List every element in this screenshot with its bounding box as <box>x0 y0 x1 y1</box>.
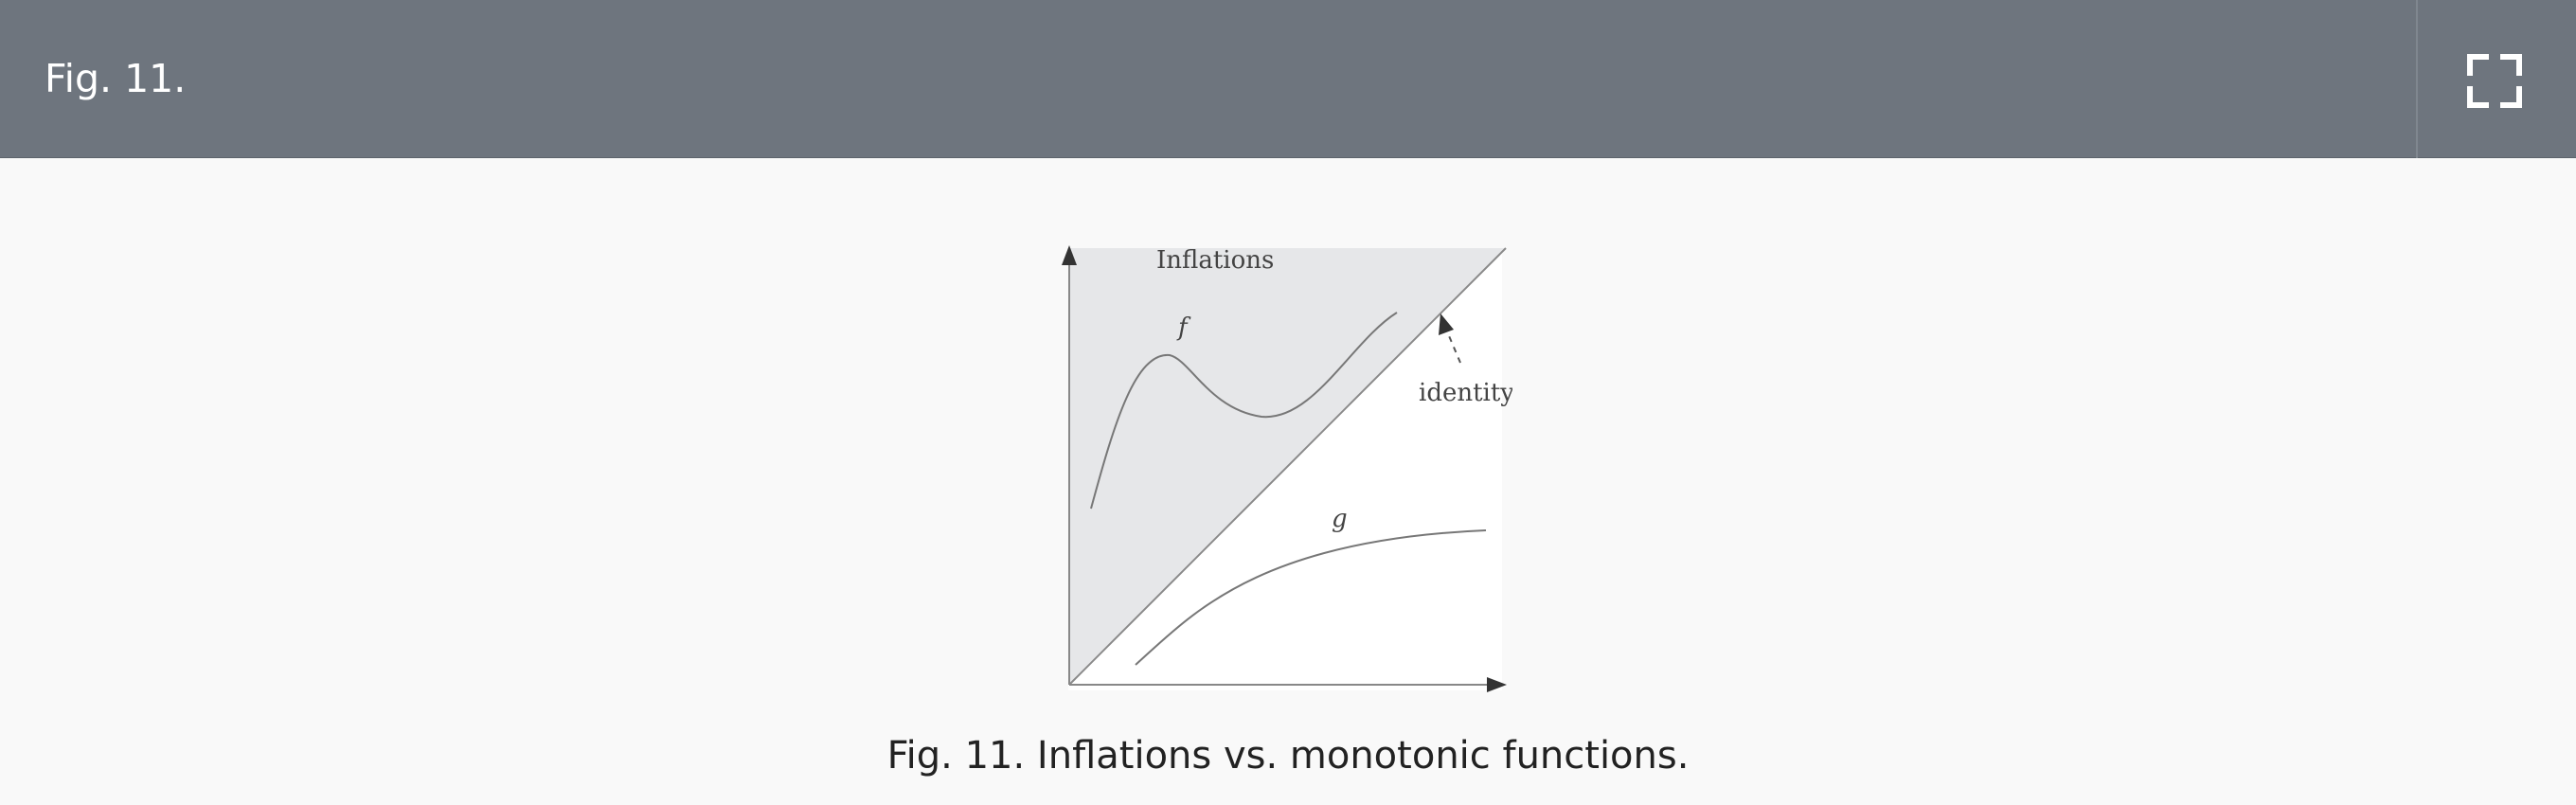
y-axis-arrowhead <box>1062 245 1077 265</box>
header-divider <box>2416 0 2418 158</box>
identity-label: identity <box>1419 379 1512 407</box>
expand-icon <box>2467 54 2522 108</box>
curve-g <box>1135 529 1487 666</box>
x-axis-arrowhead <box>1487 677 1507 692</box>
identity-pointer <box>1446 331 1461 364</box>
fullscreen-button[interactable] <box>2418 0 2576 158</box>
figure-image: Inflations f g identity <box>1048 237 1514 696</box>
identity-line <box>1068 247 1507 686</box>
inflation-diagram: Inflations f g identity <box>1062 245 1514 692</box>
figure-viewer-header: Fig. 11. <box>0 0 2576 158</box>
figure-caption: Fig. 11. Inflations vs. monotonic functi… <box>886 734 1690 778</box>
curve-f <box>1090 312 1398 510</box>
identity-pointer-arrowhead <box>1439 313 1454 335</box>
curve-g-label: g <box>1332 505 1348 533</box>
figure-title: Fig. 11. <box>45 56 187 101</box>
inflations-label: Inflations <box>1156 246 1274 275</box>
